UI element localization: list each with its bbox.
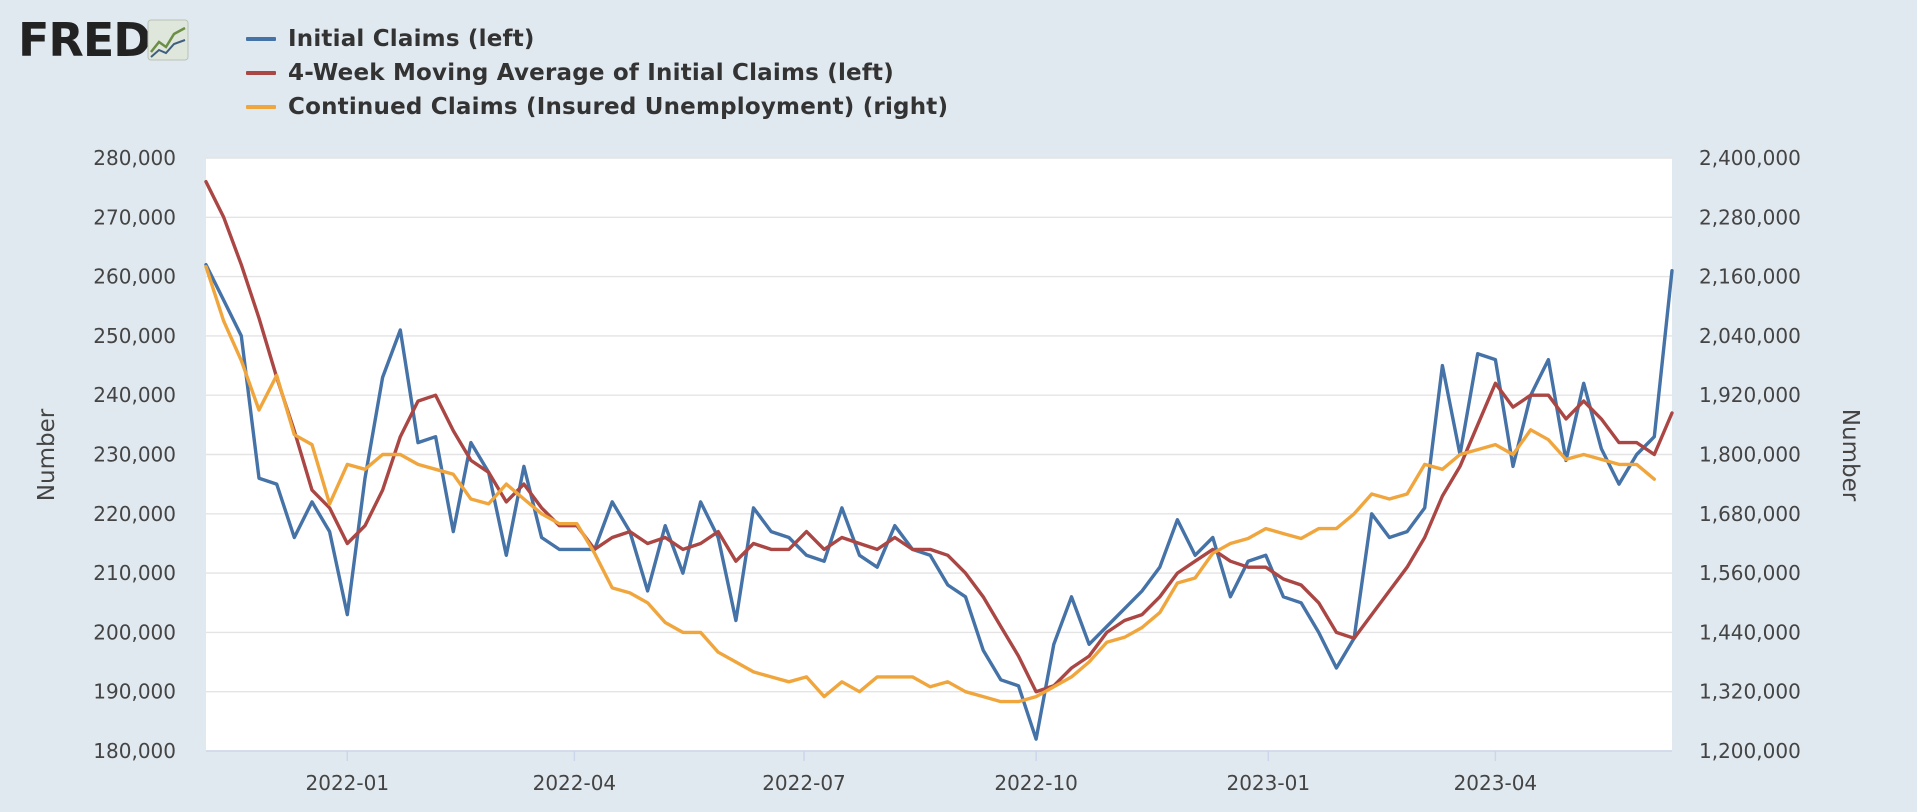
fred-logo-graphic: FRED: [18, 13, 189, 67]
left-tick-label: 210,000: [93, 561, 176, 585]
left-tick-label: 220,000: [93, 502, 176, 526]
left-tick-label: 240,000: [93, 383, 176, 407]
series-line-moving-average: [204, 179, 1674, 694]
x-tick-label: 2022-07: [762, 771, 846, 795]
fred-logo[interactable]: FRED: [18, 13, 190, 67]
series-line-initial-claims: [204, 263, 1674, 741]
legend-label-initial-claims: Initial Claims (left): [288, 26, 535, 52]
right-tick-label: 2,160,000: [1699, 265, 1801, 289]
fred-wordmark: FRED: [18, 16, 150, 62]
legend-item-initial-claims[interactable]: Initial Claims (left): [246, 22, 948, 56]
left-tick-label: 250,000: [93, 324, 176, 348]
chart-legend: Initial Claims (left) 4-Week Moving Aver…: [246, 22, 948, 124]
legend-label-moving-average: 4-Week Moving Average of Initial Claims …: [288, 60, 894, 86]
right-axis-ticks: 1,200,000 1,320,000 1,440,000 1,560,000 1,68…: [1699, 146, 1801, 763]
x-axis-ticks: 2022-01 2022-04 2022-07 2022-10 2023-01 2023-…: [306, 751, 1538, 795]
right-tick-label: 1,320,000: [1699, 680, 1801, 704]
right-tick-label: 1,440,000: [1699, 620, 1801, 644]
left-tick-label: 270,000: [93, 205, 176, 229]
fred-sparkline-icon: [147, 19, 189, 61]
right-tick-label: 1,800,000: [1699, 443, 1801, 467]
x-tick-label: 2022-01: [306, 771, 390, 795]
x-tick-label: 2023-01: [1226, 771, 1310, 795]
legend-swatch-initial-claims: [246, 37, 276, 41]
legend-item-moving-average[interactable]: 4-Week Moving Average of Initial Claims …: [246, 56, 948, 90]
right-tick-label: 2,280,000: [1699, 205, 1801, 229]
left-tick-label: 230,000: [93, 443, 176, 467]
left-tick-label: 280,000: [93, 146, 176, 170]
series-lines: [204, 179, 1674, 741]
right-tick-label: 1,920,000: [1699, 383, 1801, 407]
right-tick-label: 1,680,000: [1699, 502, 1801, 526]
legend-label-continued-claims: Continued Claims (Insured Unemployment) …: [288, 94, 949, 120]
left-tick-label: 260,000: [93, 265, 176, 289]
legend-swatch-continued-claims: [246, 105, 276, 109]
x-tick-label: 2022-04: [533, 771, 617, 795]
legend-item-continued-claims[interactable]: Continued Claims (Insured Unemployment) …: [246, 90, 948, 124]
left-axis-ticks: 180,000 190,000 200,000 210,000 220,000 230,0…: [93, 146, 176, 763]
right-axis-title: Number: [1837, 409, 1863, 502]
left-axis-title: Number: [34, 408, 60, 501]
right-tick-label: 1,560,000: [1699, 561, 1801, 585]
legend-swatch-moving-average: [246, 71, 276, 75]
x-tick-label: 2022-10: [994, 771, 1078, 795]
left-tick-label: 190,000: [93, 680, 176, 704]
x-tick-label: 2023-04: [1454, 771, 1538, 795]
right-tick-label: 2,400,000: [1699, 146, 1801, 170]
right-tick-label: 2,040,000: [1699, 324, 1801, 348]
left-tick-label: 180,000: [93, 739, 176, 763]
series-line-continued-claims: [204, 265, 1657, 704]
left-tick-label: 200,000: [93, 620, 176, 644]
right-tick-label: 1,200,000: [1699, 739, 1801, 763]
